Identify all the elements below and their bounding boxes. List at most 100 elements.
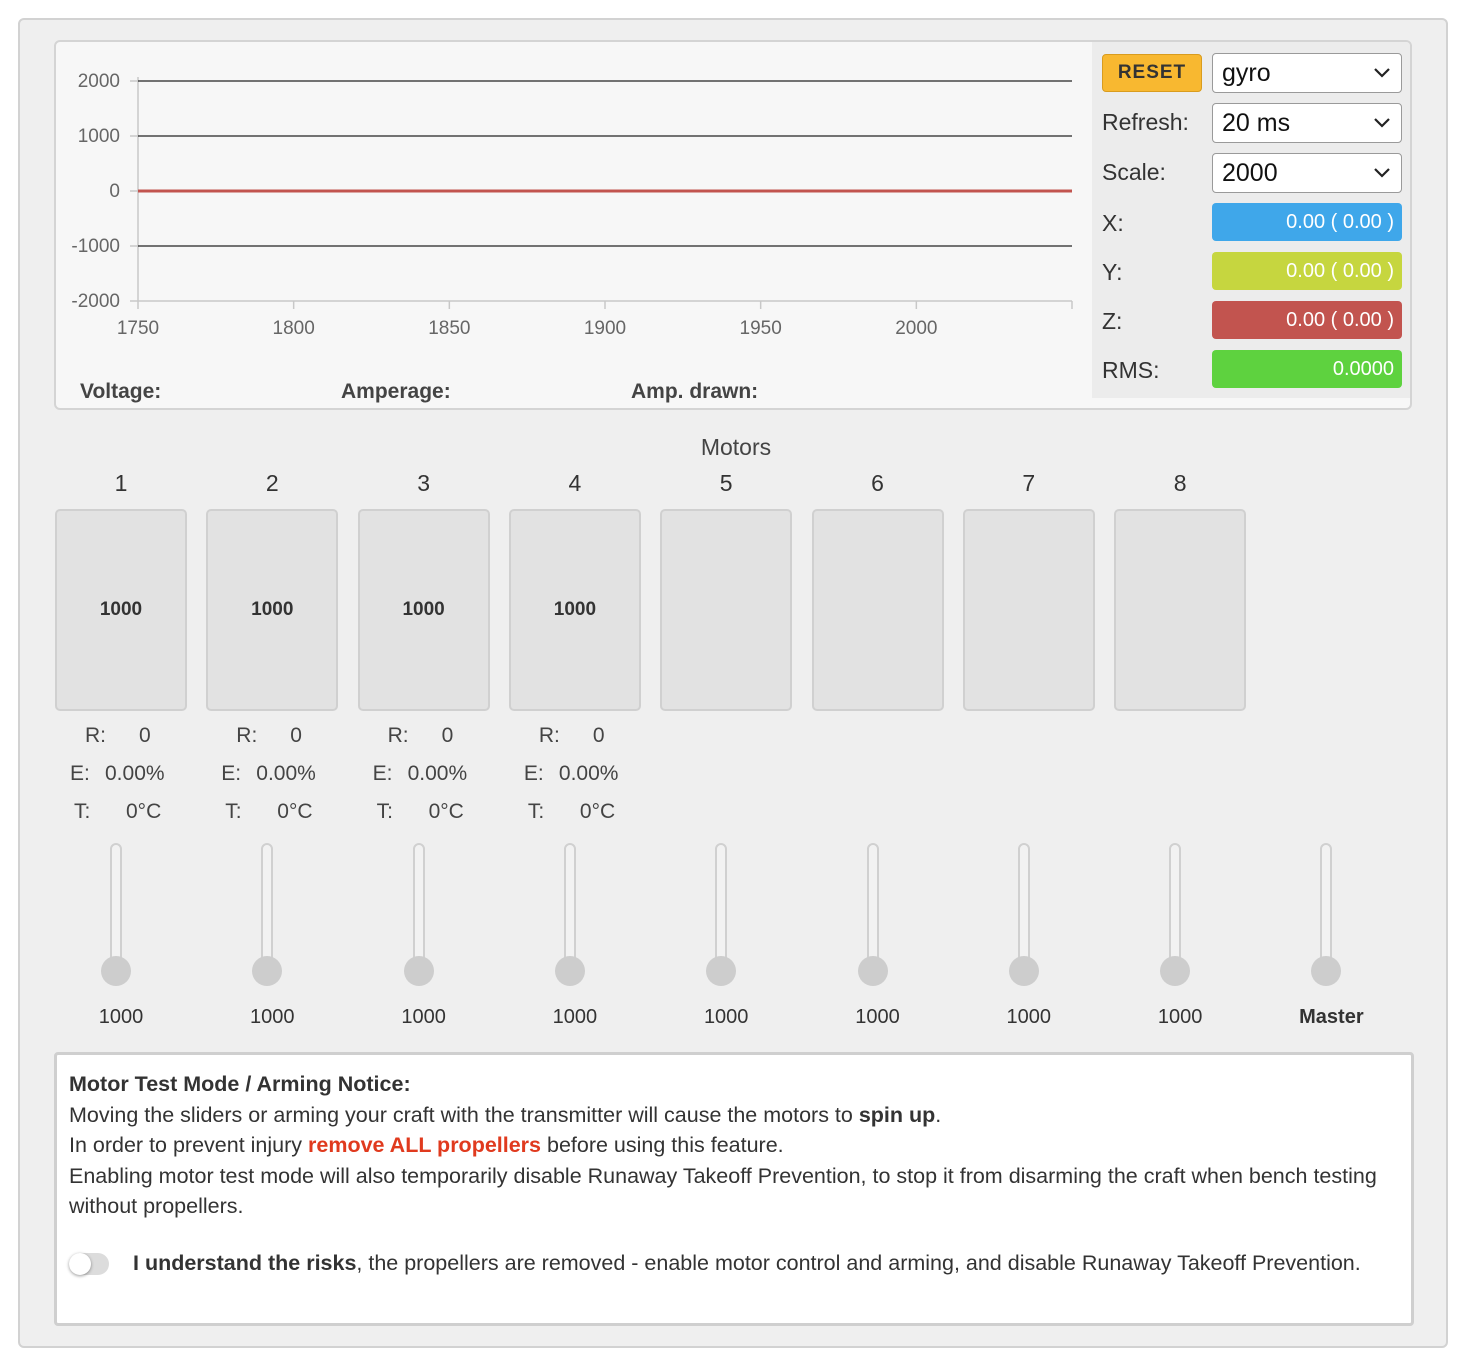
sensor-graph-panel: 2000 1000 0 -1000 -2000 1750 1800 1850 1900 1950 2… bbox=[54, 40, 1412, 410]
x-tick-label: 1750 bbox=[117, 318, 159, 339]
temp-value: 0°C bbox=[579, 800, 616, 823]
sensor-select[interactable]: gyro bbox=[1212, 53, 1402, 93]
notice-line1-bold: spin up bbox=[858, 1102, 936, 1127]
motors-title: Motors bbox=[700, 434, 772, 460]
voltage-label: Voltage: bbox=[80, 380, 162, 403]
x-readout-label: X: bbox=[1102, 210, 1124, 236]
motor-slider-track[interactable] bbox=[866, 843, 879, 971]
rpm-label: R: bbox=[85, 724, 106, 747]
motor-slider-track[interactable] bbox=[1169, 843, 1182, 971]
toggle-label-bold: I understand the risks bbox=[133, 1250, 357, 1275]
error-value: 0.00% bbox=[256, 762, 316, 785]
motor-slider-track[interactable] bbox=[412, 843, 425, 971]
amp-drawn-label: Amp. drawn: bbox=[631, 380, 759, 403]
scale-select[interactable]: 2000 bbox=[1212, 153, 1402, 193]
motor-slider-track[interactable] bbox=[715, 843, 728, 971]
motor-number: 3 bbox=[417, 470, 430, 496]
error-label: E: bbox=[372, 762, 393, 785]
motor-slider-track[interactable] bbox=[1017, 843, 1030, 971]
toggle-knob bbox=[69, 1252, 91, 1275]
motor-number: 4 bbox=[568, 470, 582, 496]
rpm-label: R: bbox=[538, 724, 560, 747]
motor-test-toggle[interactable] bbox=[69, 1252, 109, 1275]
toggle-label-text: , the propellers are removed - enable mo… bbox=[356, 1250, 1361, 1275]
chevron-down-icon bbox=[1374, 68, 1390, 78]
motor-slider-track[interactable] bbox=[563, 843, 576, 971]
refresh-select[interactable]: 20 ms bbox=[1212, 103, 1402, 143]
motor-output-bar bbox=[811, 509, 944, 711]
error-label: E: bbox=[523, 762, 544, 785]
notice-line1-end: . bbox=[935, 1102, 942, 1127]
motor-slider-thumb[interactable] bbox=[706, 956, 737, 986]
refresh-select-value: 20 ms bbox=[1222, 108, 1291, 137]
notice-line2: In order to prevent injury bbox=[69, 1133, 309, 1157]
motor-number: 8 bbox=[1173, 470, 1187, 496]
notice-warning: remove ALL propellers bbox=[308, 1133, 542, 1157]
motor-output-bar: 1000 bbox=[357, 509, 490, 711]
slider-value: 1000 bbox=[1157, 1006, 1203, 1028]
motor-slider-thumb[interactable] bbox=[1160, 956, 1191, 986]
motor-output-bar: 1000 bbox=[55, 509, 187, 711]
error-value: 0.00% bbox=[105, 762, 165, 785]
motor-output-bar: 1000 bbox=[508, 509, 641, 711]
motor-slider-thumb[interactable] bbox=[252, 956, 283, 986]
y-tick-label: 1000 bbox=[78, 126, 120, 147]
error-label: E: bbox=[221, 762, 242, 785]
arming-notice: Motor Test Mode / Arming Notice: Moving … bbox=[54, 1052, 1414, 1326]
motor-output-bar bbox=[1114, 509, 1247, 711]
rpm-label: R: bbox=[387, 724, 409, 747]
motor-slider-thumb[interactable] bbox=[857, 956, 888, 986]
motor-output-bar bbox=[962, 509, 1095, 711]
amperage-label: Amperage: bbox=[341, 380, 451, 403]
x-tick-label: 2000 bbox=[895, 318, 937, 339]
rpm-value: 0 bbox=[139, 724, 151, 747]
temp-label: T: bbox=[376, 800, 393, 823]
refresh-label: Refresh: bbox=[1102, 109, 1189, 135]
scale-label: Scale: bbox=[1102, 159, 1166, 185]
rms-readout-value: 0.0000 bbox=[1212, 350, 1402, 388]
notice-heading: Motor Test Mode / Arming Notice: bbox=[69, 1072, 411, 1096]
notice-line1: Moving the sliders or arming your craft … bbox=[69, 1102, 859, 1127]
temp-label: T: bbox=[74, 800, 91, 823]
slider-value: 1000 bbox=[703, 1006, 749, 1028]
temp-label: T: bbox=[527, 800, 545, 823]
scale-select-value: 2000 bbox=[1222, 158, 1278, 187]
z-readout-value: 0.00 ( 0.00 ) bbox=[1212, 301, 1402, 339]
motor-output-bar: 1000 bbox=[206, 509, 339, 711]
slider-value: 1000 bbox=[98, 1006, 144, 1028]
motor-number: 2 bbox=[265, 470, 279, 496]
rpm-label: R: bbox=[236, 724, 258, 747]
y-tick-label: 2000 bbox=[78, 71, 120, 92]
motor-slider-track[interactable] bbox=[110, 843, 122, 971]
sensor-graph: 2000 1000 0 -1000 -2000 1750 1800 1850 1900 1950 2… bbox=[71, 71, 1073, 339]
master-slider-thumb[interactable] bbox=[1311, 956, 1342, 986]
motor-number: 7 bbox=[1022, 470, 1036, 496]
slider-value: 1000 bbox=[552, 1006, 598, 1028]
motor-slider-thumb[interactable] bbox=[554, 956, 585, 986]
reset-button[interactable]: RESET bbox=[1102, 54, 1202, 92]
error-value: 0.00% bbox=[558, 762, 619, 785]
temp-label: T: bbox=[225, 800, 242, 823]
rpm-value: 0 bbox=[441, 724, 454, 747]
x-tick-label: 1800 bbox=[273, 318, 315, 339]
motor-number: 5 bbox=[719, 470, 733, 496]
motor-slider-thumb[interactable] bbox=[403, 956, 434, 986]
chevron-down-icon bbox=[1374, 168, 1390, 178]
slider-value: 1000 bbox=[1006, 1006, 1052, 1028]
motor-slider-thumb[interactable] bbox=[101, 956, 131, 986]
master-label: Master bbox=[1299, 1006, 1364, 1028]
motor-slider-track[interactable] bbox=[261, 843, 274, 971]
motor-output-bar bbox=[660, 509, 793, 711]
temp-value: 0°C bbox=[277, 800, 313, 823]
master-slider-track[interactable] bbox=[1320, 843, 1333, 971]
y-readout-label: Y: bbox=[1102, 259, 1123, 285]
motor-slider-thumb[interactable] bbox=[1008, 956, 1039, 986]
rpm-value: 0 bbox=[290, 724, 302, 747]
x-readout-value: 0.00 ( 0.00 ) bbox=[1212, 203, 1402, 241]
motor-number: 1 bbox=[114, 470, 128, 496]
slider-value: 1000 bbox=[250, 1006, 295, 1028]
graph-controls: RESET gyro Refresh: 20 ms Scale: 2000 X:… bbox=[1092, 42, 1410, 398]
rpm-value: 0 bbox=[592, 724, 605, 747]
x-tick-label: 1900 bbox=[584, 318, 626, 339]
chevron-down-icon bbox=[1374, 118, 1390, 128]
